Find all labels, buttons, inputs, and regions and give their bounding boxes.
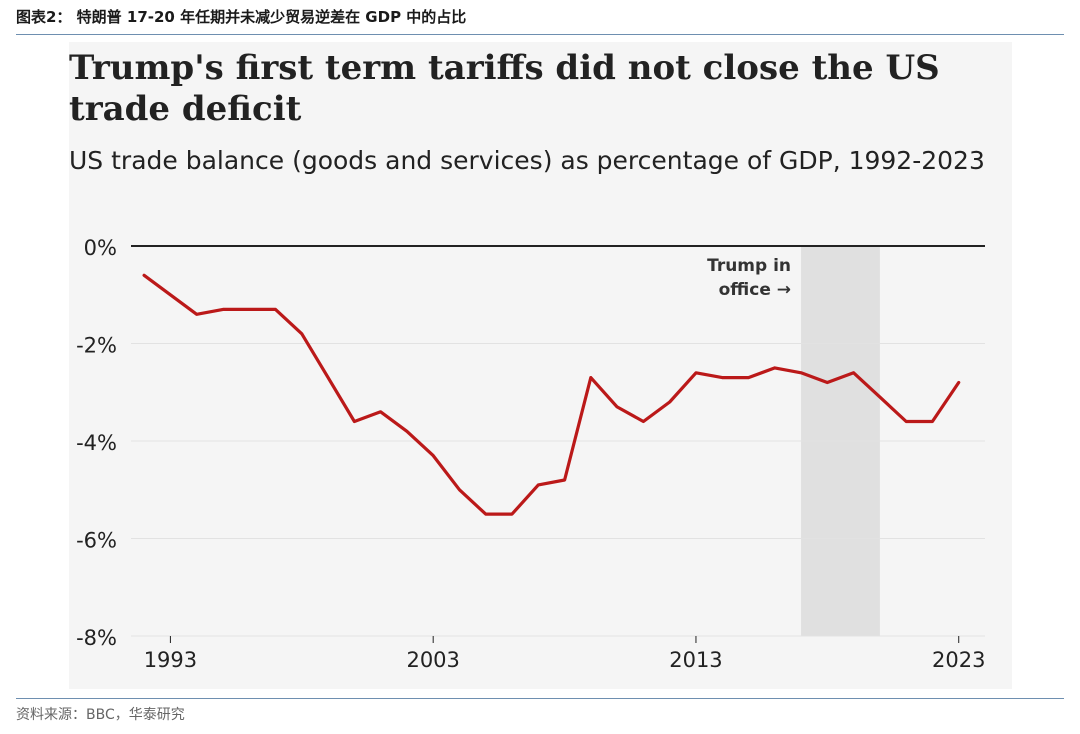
y-tick-label: 0% [84,236,117,260]
x-tick-label: 2023 [932,648,985,672]
annotation-line1: Trump in [707,256,791,276]
y-tick-label: -4% [76,431,117,455]
y-tick-label: -8% [76,626,117,650]
header-divider [16,34,1064,35]
chart-subtitle: US trade balance (goods and services) as… [69,146,985,175]
trade-balance-line [142,273,961,516]
footer-divider [16,698,1064,699]
chart-title: Trump's first term tariffs did not close… [69,48,940,129]
figure-label: 图表2： 特朗普 17-20 年任期并未减少贸易逆差在 GDP 中的占比 [16,8,467,26]
x-tick-label: 2003 [406,648,459,672]
y-tick-label: -2% [76,334,117,358]
x-tick-label: 2013 [669,648,722,672]
x-tick-label: 1993 [144,648,197,672]
annotation-line2: office → [719,280,791,300]
y-tick-label: -6% [76,529,117,553]
source-note: 资料来源：BBC，华泰研究 [16,707,185,723]
